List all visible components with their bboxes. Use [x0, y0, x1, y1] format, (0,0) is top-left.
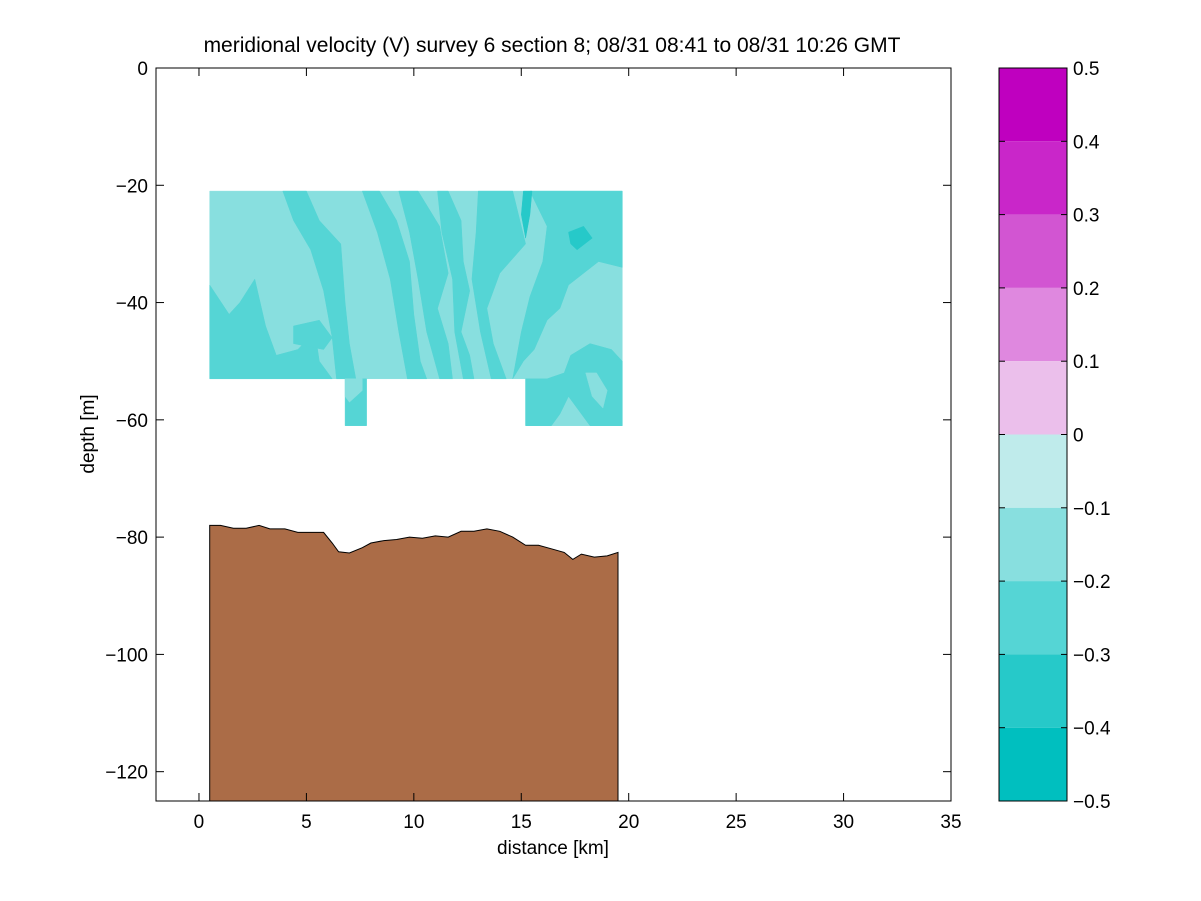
colorbar-tick-label: 0 — [1073, 426, 1084, 447]
colorbar-tick-label: 0.3 — [1073, 206, 1099, 227]
y-axis-label: depth [m] — [78, 394, 99, 473]
x-tick-label: 5 — [301, 812, 312, 833]
x-tick-label: 10 — [403, 812, 424, 833]
y-tick-label: 0 — [137, 59, 148, 80]
x-tick-label: 0 — [194, 812, 205, 833]
velocity-region-7 — [471, 190, 526, 380]
velocity-region-14 — [525, 343, 623, 426]
velocity-region-3 — [293, 319, 333, 350]
axis-ticks: 0 5 10 15 20 25 30 35 0 −20 −40 −60 −80 −100 −120 — [105, 59, 961, 833]
y-tick-label: −60 — [116, 411, 148, 432]
x-tick-label: 20 — [618, 812, 639, 833]
velocity-region-12 — [344, 378, 363, 403]
y-tick-label: −20 — [116, 176, 148, 197]
x-tick-label: 35 — [940, 812, 961, 833]
colorbar-band — [999, 654, 1067, 728]
x-tick-label: 25 — [726, 812, 747, 833]
colorbar-band — [999, 727, 1067, 801]
x-tick-label: 30 — [833, 812, 854, 833]
colorbar-band — [999, 68, 1067, 142]
seafloor-area — [209, 524, 619, 801]
colorbar-tick-label: −0.2 — [1073, 572, 1111, 593]
velocity-contours — [209, 190, 623, 426]
y-tick-label: −80 — [116, 528, 148, 549]
y-tick-label: −120 — [105, 763, 148, 784]
colorbar-band — [999, 507, 1067, 582]
colorbar-tick-label: −0.5 — [1073, 792, 1111, 813]
colorbar-band — [999, 214, 1067, 288]
x-axis-label: distance [km] — [497, 838, 609, 859]
colorbar-tick-label: 0.2 — [1073, 279, 1099, 300]
velocity-region-9 — [521, 190, 533, 239]
colorbar-band — [999, 434, 1067, 508]
colorbar-band — [999, 581, 1067, 655]
velocity-region-6 — [437, 190, 475, 380]
plot-frame — [155, 67, 952, 802]
velocity-region-5 — [398, 190, 453, 380]
y-tick-label: −100 — [105, 645, 148, 666]
colorbar-band — [999, 287, 1067, 362]
velocity-region-8 — [512, 190, 623, 379]
colorbar-tick-label: −0.3 — [1073, 645, 1111, 666]
chart-title: meridional velocity (V) survey 6 section… — [204, 34, 901, 57]
x-tick-label: 15 — [511, 812, 532, 833]
y-tick-label: −40 — [116, 294, 148, 315]
velocity-region-4 — [361, 190, 428, 380]
colorbar-tick-label: 0.1 — [1073, 352, 1099, 373]
colorbar-tick-label: 0.4 — [1073, 132, 1100, 153]
velocity-region-10 — [568, 225, 593, 251]
colorbar-tick-label: −0.1 — [1073, 499, 1111, 520]
colorbar-tick-label: −0.4 — [1073, 719, 1111, 740]
colorbar-band — [999, 361, 1067, 435]
seafloor-bathymetry — [209, 524, 619, 801]
colorbar: 0.5 0.4 0.3 0.2 0.1 0 −0.1 −0.2 −0.3 −0.4 −0.5 — [998, 59, 1111, 813]
colorbar-band — [999, 141, 1067, 215]
velocity-region-15 — [585, 372, 608, 409]
velocity-region-1 — [209, 278, 333, 380]
colorbar-tick-label: 0.5 — [1073, 59, 1099, 80]
